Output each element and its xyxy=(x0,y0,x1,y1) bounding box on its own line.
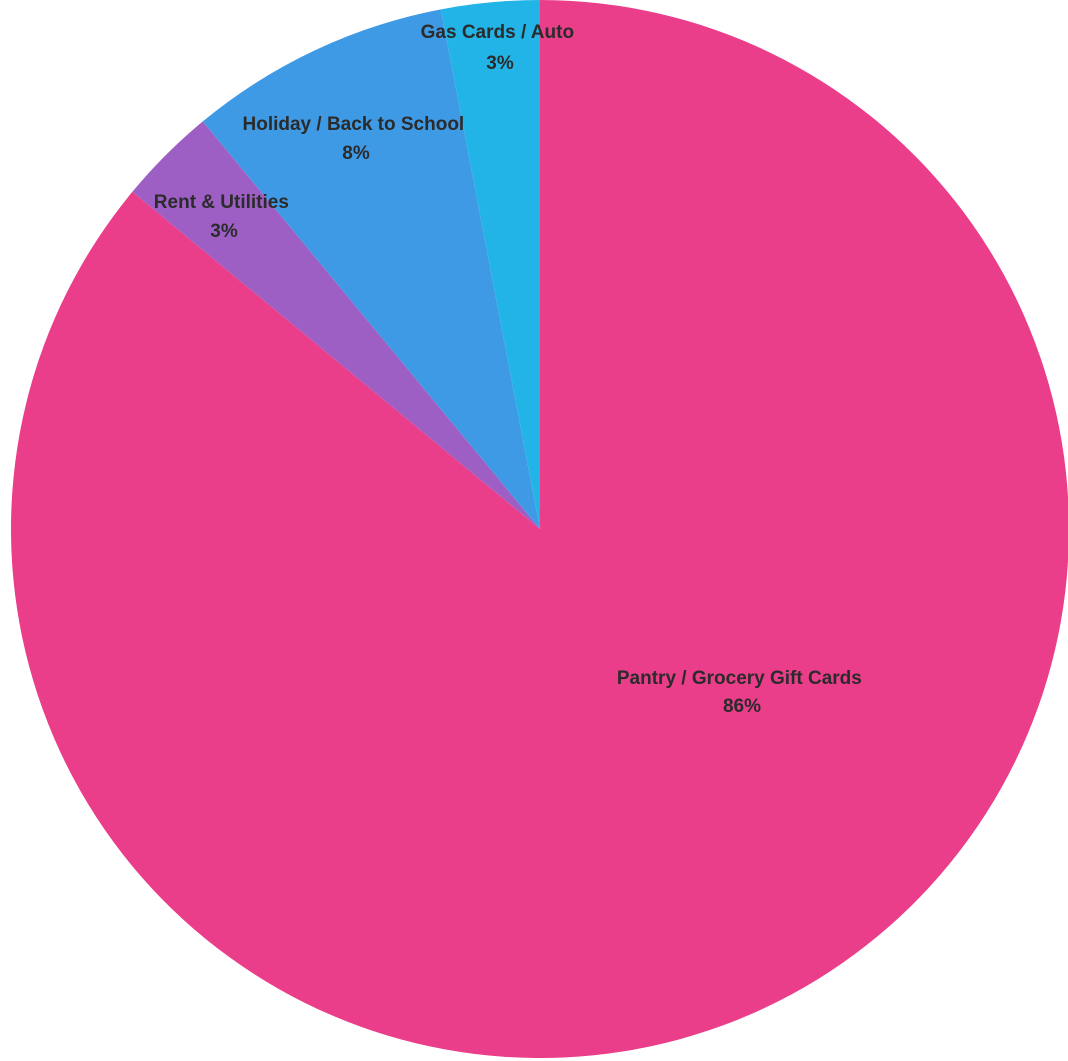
slice-label-rent: Rent & Utilities 3% xyxy=(154,192,294,242)
slice-name-holiday: Holiday / Back to School xyxy=(243,114,465,135)
pie-slice-pantry-grocery-gift-cards xyxy=(11,0,1068,1058)
slice-label-gas: Gas Cards / Auto 3% xyxy=(421,22,580,74)
slice-percent-holiday: 8% xyxy=(342,143,370,164)
slice-name-pantry: Pantry / Grocery Gift Cards xyxy=(617,668,862,689)
slice-percent-gas: 3% xyxy=(486,53,514,74)
pie-slice-holiday-back-to-school xyxy=(202,9,541,530)
slice-percent-pantry: 86% xyxy=(723,696,761,717)
pie-labels: Pantry / Grocery Gift Cards 86% Rent & U… xyxy=(154,22,867,717)
pie-slices xyxy=(11,0,1068,1058)
slice-percent-rent: 3% xyxy=(210,221,238,242)
slice-name-gas: Gas Cards / Auto xyxy=(421,22,574,43)
slice-label-pantry: Pantry / Grocery Gift Cards 86% xyxy=(617,668,867,717)
slice-label-holiday: Holiday / Back to School 8% xyxy=(243,114,470,164)
slice-name-rent: Rent & Utilities xyxy=(154,192,289,213)
pie-slice-gas-cards-auto xyxy=(440,0,540,529)
pie-slice-rent-utilities xyxy=(132,121,540,530)
